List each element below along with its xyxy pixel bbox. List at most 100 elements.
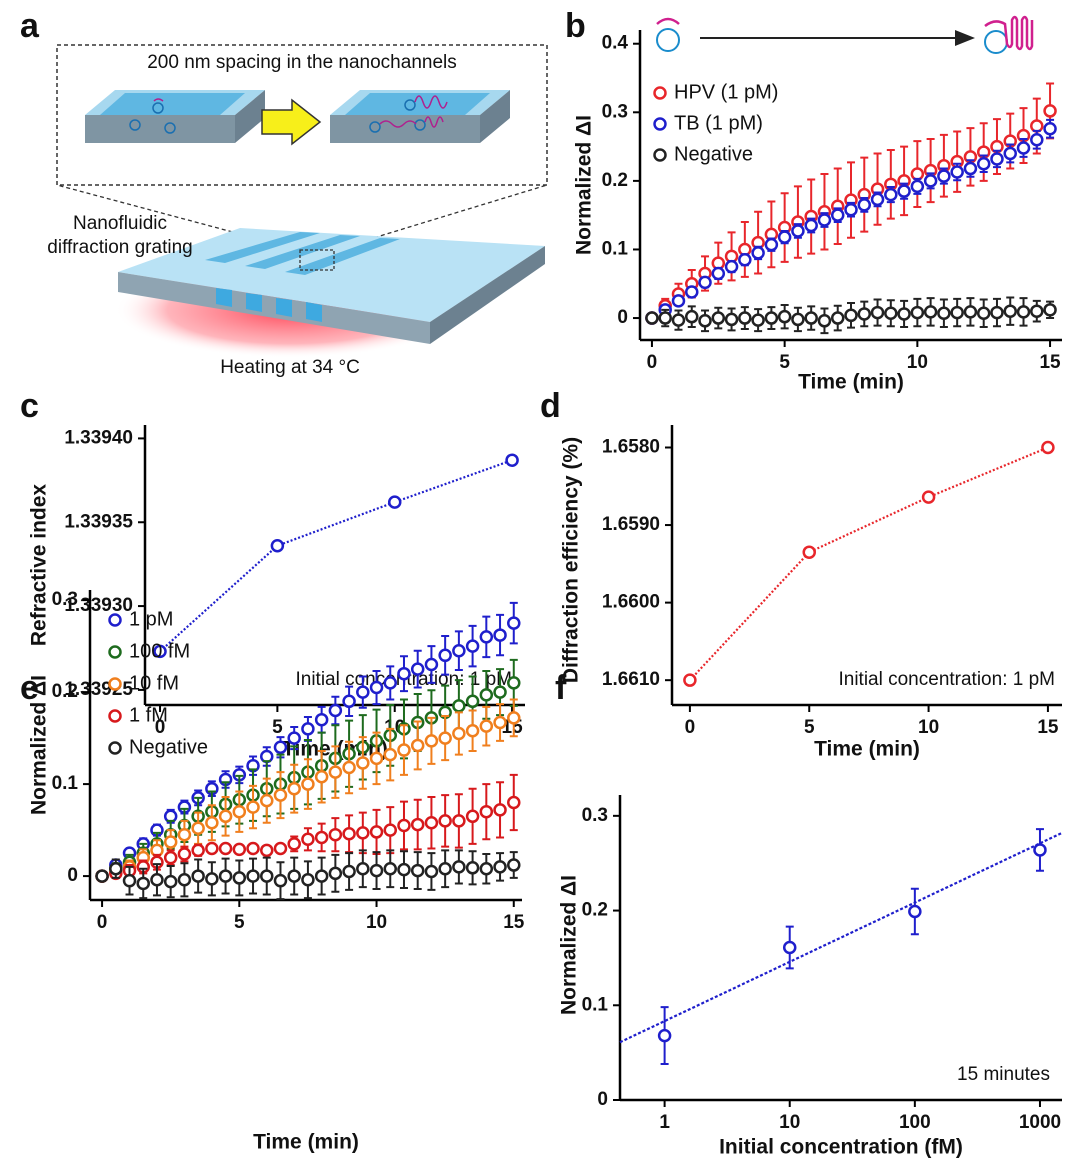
data-point [791,224,805,238]
legend-marker [108,613,122,627]
data-point [802,545,816,559]
x-tick-label: 10 [779,1112,800,1133]
data-point [452,860,466,874]
data-point [287,781,301,796]
device-label: diffraction grating [47,237,192,258]
data-point [163,835,178,849]
data-point [724,259,739,274]
data-point [493,860,507,874]
data-point [493,803,507,817]
panel-letter: b [565,7,586,45]
data-point [191,869,205,883]
data-point [1016,141,1031,155]
data-point [1043,104,1057,118]
data-point [465,809,480,824]
data-point [908,904,922,919]
x-tick-label: 5 [234,912,245,933]
data-point [751,313,765,327]
data-point [177,873,192,887]
legend-label: 100 fM [129,640,190,662]
y-tick-label: 0.2 [52,681,78,702]
data-point [153,644,167,659]
data-point [383,747,398,762]
annotation: Initial concentration: 1 pM [838,669,1055,690]
data-point [1016,305,1031,319]
data-point [356,685,370,699]
y-axis-title: Refractive index [28,484,51,647]
data-point [910,305,925,320]
data-point [232,804,247,819]
x-tick-label: 1000 [1019,1112,1061,1133]
y-tick-label: 0.1 [602,238,629,259]
panel-letter: d [540,387,561,425]
y-tick-label: 1.6610 [602,669,660,690]
legend-marker [653,86,667,100]
trend-line [619,831,1063,1044]
data-point [273,841,288,856]
x-axis-title: Time (min) [814,738,920,761]
chip [118,228,545,344]
legend-label: 1 fM [129,704,168,726]
data-point [328,703,343,718]
data-point [711,311,726,325]
data-point [95,869,109,883]
legend-label: Negative [129,736,208,758]
data-point [976,306,991,321]
data-point [764,237,779,252]
data-point [397,743,411,757]
data-point [493,685,507,699]
x-tick-label: 100 [899,1112,931,1133]
data-point [1043,122,1057,136]
data-point [937,306,951,321]
panel-letter: a [20,7,40,45]
data-point [923,174,938,188]
data-point [711,266,726,281]
data-point [424,864,439,879]
data-point [424,815,439,830]
data-point [287,837,301,851]
legend-marker [653,148,667,162]
data-point [1043,303,1057,317]
data-point [976,156,991,171]
data-point [685,285,699,299]
y-tick-label: 0.2 [582,900,608,921]
data-point [383,823,398,837]
data-point [314,830,329,845]
data-point [505,453,519,467]
data-point [493,628,507,642]
y-tick-label: 0.3 [52,589,78,610]
panel-letter: f [555,669,567,707]
data-point [963,305,978,319]
data-point [857,198,872,212]
data-point [910,179,925,194]
x-tick-label: 0 [155,717,166,738]
x-tick-label: 0 [647,352,658,373]
data-point [658,311,672,325]
data-point [452,643,466,658]
x-tick-label: 15 [1037,717,1059,738]
data-point [260,843,274,858]
data-point [777,230,792,244]
data-point [273,873,288,888]
data-point [369,680,384,695]
data-point [424,734,439,748]
legend-label: 10 fM [129,672,179,694]
data-point [342,694,356,709]
legend-label: Negative [674,143,753,165]
data-point [287,869,301,883]
y-axis-title: Normalized ΔI [573,115,596,255]
x-axis-title: Initial concentration (fM) [719,1136,963,1159]
data-point [273,740,288,755]
series-line [159,459,513,653]
data-point [963,161,978,176]
y-tick-label: 0 [617,307,628,328]
data-point [950,165,964,179]
data-point [804,218,818,233]
annotation: 15 minutes [957,1064,1050,1085]
data-point [479,719,494,733]
y-tick-label: 1.6580 [602,437,660,458]
panel-b-icons [656,15,1034,54]
y-axis-title: Normalized ΔI [558,875,581,1015]
data-point [738,311,752,325]
